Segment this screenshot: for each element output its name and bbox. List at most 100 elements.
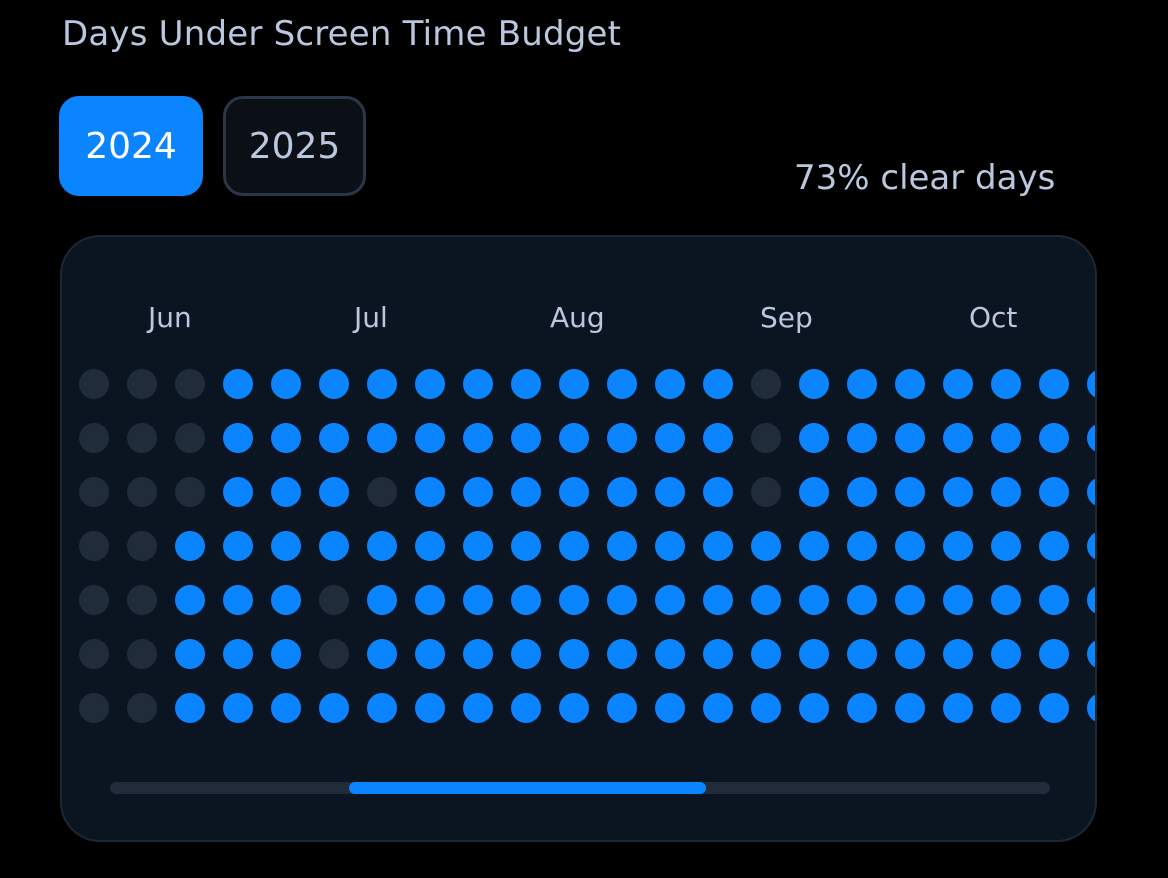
day-dot[interactable] xyxy=(559,531,589,561)
day-dot[interactable] xyxy=(655,531,685,561)
day-dot[interactable] xyxy=(991,585,1021,615)
day-dot[interactable] xyxy=(223,477,253,507)
day-dot[interactable] xyxy=(703,423,733,453)
day-dot[interactable] xyxy=(703,477,733,507)
day-dot[interactable] xyxy=(1087,585,1095,615)
day-dot[interactable] xyxy=(223,531,253,561)
day-dot[interactable] xyxy=(703,585,733,615)
day-dot[interactable] xyxy=(751,369,781,399)
day-dot[interactable] xyxy=(271,531,301,561)
day-dot[interactable] xyxy=(751,477,781,507)
day-dot[interactable] xyxy=(1087,531,1095,561)
day-dot[interactable] xyxy=(847,531,877,561)
day-dot[interactable] xyxy=(511,531,541,561)
day-dot[interactable] xyxy=(991,477,1021,507)
day-dot[interactable] xyxy=(1039,423,1069,453)
day-dot[interactable] xyxy=(1039,477,1069,507)
day-dot[interactable] xyxy=(799,477,829,507)
day-dot[interactable] xyxy=(415,369,445,399)
day-dot[interactable] xyxy=(895,423,925,453)
day-dot[interactable] xyxy=(655,423,685,453)
day-dot[interactable] xyxy=(1039,639,1069,669)
day-dot[interactable] xyxy=(463,477,493,507)
scrollbar-thumb[interactable] xyxy=(348,782,707,794)
day-dot[interactable] xyxy=(1039,531,1069,561)
day-dot[interactable] xyxy=(271,369,301,399)
day-dot[interactable] xyxy=(319,585,349,615)
day-dot[interactable] xyxy=(895,585,925,615)
day-dot[interactable] xyxy=(607,639,637,669)
day-dot[interactable] xyxy=(655,693,685,723)
day-dot[interactable] xyxy=(847,423,877,453)
day-dot[interactable] xyxy=(79,693,109,723)
day-dot[interactable] xyxy=(559,369,589,399)
day-dot[interactable] xyxy=(319,639,349,669)
day-dot[interactable] xyxy=(463,693,493,723)
day-dot[interactable] xyxy=(463,369,493,399)
day-dot[interactable] xyxy=(655,369,685,399)
day-dot[interactable] xyxy=(1087,693,1095,723)
day-dot[interactable] xyxy=(463,585,493,615)
day-dot[interactable] xyxy=(79,531,109,561)
day-dot[interactable] xyxy=(367,531,397,561)
day-dot[interactable] xyxy=(895,693,925,723)
day-dot[interactable] xyxy=(943,639,973,669)
day-dot[interactable] xyxy=(943,423,973,453)
day-dot[interactable] xyxy=(895,531,925,561)
day-dot[interactable] xyxy=(847,477,877,507)
day-dot[interactable] xyxy=(751,585,781,615)
day-dot[interactable] xyxy=(943,693,973,723)
day-dot[interactable] xyxy=(415,531,445,561)
day-dot[interactable] xyxy=(511,693,541,723)
day-dot[interactable] xyxy=(319,477,349,507)
day-dot[interactable] xyxy=(319,369,349,399)
day-dot[interactable] xyxy=(847,585,877,615)
day-dot[interactable] xyxy=(175,639,205,669)
day-dot[interactable] xyxy=(847,693,877,723)
day-dot[interactable] xyxy=(703,693,733,723)
day-dot[interactable] xyxy=(703,369,733,399)
day-dot[interactable] xyxy=(127,369,157,399)
day-dot[interactable] xyxy=(751,423,781,453)
day-dot[interactable] xyxy=(79,585,109,615)
year-tab-2024[interactable]: 2024 xyxy=(59,96,203,196)
day-dot[interactable] xyxy=(991,693,1021,723)
day-dot[interactable] xyxy=(559,585,589,615)
day-dot[interactable] xyxy=(895,369,925,399)
day-dot[interactable] xyxy=(175,423,205,453)
day-dot[interactable] xyxy=(799,531,829,561)
day-dot[interactable] xyxy=(703,531,733,561)
day-dot[interactable] xyxy=(127,531,157,561)
day-dot[interactable] xyxy=(415,693,445,723)
day-dot[interactable] xyxy=(127,585,157,615)
day-dot[interactable] xyxy=(943,531,973,561)
day-dot[interactable] xyxy=(991,531,1021,561)
day-dot[interactable] xyxy=(607,693,637,723)
day-dot[interactable] xyxy=(367,585,397,615)
day-dot[interactable] xyxy=(799,423,829,453)
day-dot[interactable] xyxy=(1039,693,1069,723)
day-dot[interactable] xyxy=(271,423,301,453)
day-dot[interactable] xyxy=(79,477,109,507)
day-dot[interactable] xyxy=(79,369,109,399)
day-dot[interactable] xyxy=(655,477,685,507)
day-dot[interactable] xyxy=(367,369,397,399)
day-dot[interactable] xyxy=(511,477,541,507)
day-dot[interactable] xyxy=(175,585,205,615)
day-dot[interactable] xyxy=(511,369,541,399)
day-dot[interactable] xyxy=(607,531,637,561)
day-dot[interactable] xyxy=(223,693,253,723)
day-dot[interactable] xyxy=(271,639,301,669)
day-dot[interactable] xyxy=(415,639,445,669)
day-dot[interactable] xyxy=(367,423,397,453)
day-dot[interactable] xyxy=(607,369,637,399)
day-dot[interactable] xyxy=(415,423,445,453)
day-dot[interactable] xyxy=(991,639,1021,669)
day-dot[interactable] xyxy=(319,531,349,561)
day-dot[interactable] xyxy=(271,477,301,507)
day-dot[interactable] xyxy=(799,693,829,723)
day-dot[interactable] xyxy=(271,585,301,615)
day-dot[interactable] xyxy=(463,639,493,669)
day-dot[interactable] xyxy=(799,639,829,669)
day-dot[interactable] xyxy=(607,585,637,615)
